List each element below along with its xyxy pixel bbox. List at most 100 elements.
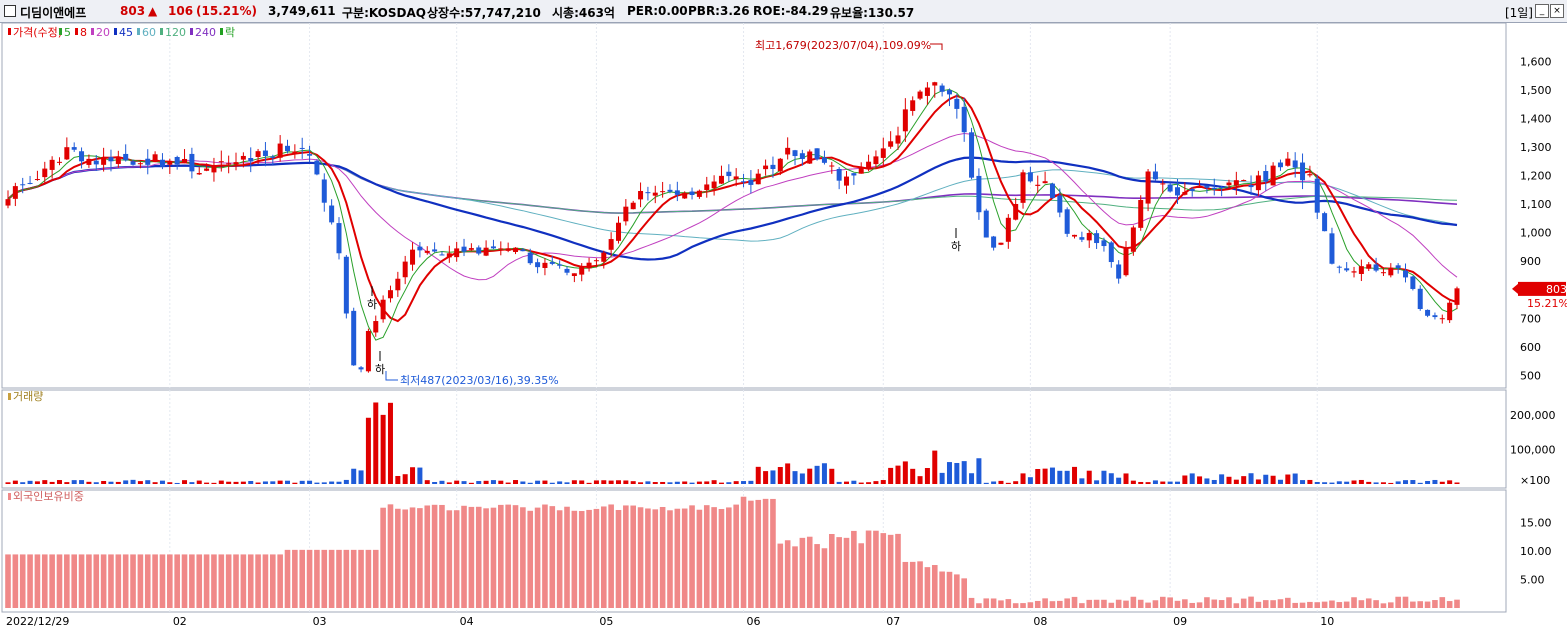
foreign-bar	[792, 546, 798, 608]
candle-body	[285, 145, 291, 152]
volume-bar	[895, 465, 901, 484]
foreign-bar	[203, 554, 210, 608]
candle-body	[880, 148, 886, 158]
volume-bar	[571, 480, 577, 484]
volume-bar	[1035, 468, 1041, 484]
foreign-bar	[939, 571, 945, 608]
candle-body	[814, 148, 820, 160]
candle-body	[910, 100, 916, 111]
all-time-low-note: 최저487(2023/03/16),39.35%	[400, 374, 559, 387]
volume-bar	[424, 480, 430, 484]
foreign-bar	[1093, 599, 1100, 608]
candle-body	[476, 247, 482, 254]
volume-bar	[1138, 481, 1144, 484]
foreign-bar	[954, 574, 960, 608]
foreign-bar	[1189, 602, 1196, 608]
volume-bar	[189, 482, 195, 484]
candle-body	[1152, 171, 1158, 180]
foreign-bar	[1159, 596, 1166, 608]
volume-bar	[1300, 480, 1306, 484]
volume-tick-label: 100,000	[1510, 443, 1556, 456]
volume-bar	[1064, 470, 1070, 484]
volume-legend-swatch	[8, 393, 11, 400]
foreign-bar	[1277, 599, 1284, 608]
volume-bar	[329, 481, 335, 484]
foreign-bar	[1410, 601, 1416, 608]
foreign-bar	[1233, 603, 1240, 608]
candle-body	[1277, 162, 1283, 168]
volume-bar	[763, 471, 769, 484]
candle-body	[307, 154, 313, 156]
legend-label: 가격(수정)	[13, 26, 62, 39]
foreign-bar	[806, 536, 813, 608]
foreign-bar	[299, 549, 306, 608]
foreign-bar	[1380, 603, 1387, 608]
foreign-bar	[1027, 602, 1034, 608]
volume-bar	[1174, 481, 1180, 484]
foreign-legend-swatch	[8, 493, 11, 500]
candle-body	[1027, 172, 1033, 182]
foreign-bar	[1049, 601, 1056, 608]
close-button[interactable]: ×	[1550, 4, 1564, 18]
candle-body	[542, 262, 548, 268]
foreign-bar	[1218, 600, 1225, 608]
candle-body	[652, 192, 658, 196]
foreign-bar	[924, 567, 931, 608]
foreign-bar	[240, 554, 247, 608]
candle-body	[1086, 232, 1092, 241]
candle-body	[888, 141, 894, 147]
foreign-bar	[1446, 601, 1453, 608]
candle-body	[1351, 271, 1357, 273]
volume-bar	[1204, 478, 1210, 484]
volume-tick-label: ×100	[1520, 474, 1550, 487]
candle-body	[571, 273, 577, 277]
volume-bar	[1226, 476, 1232, 484]
volume-bar	[446, 482, 452, 484]
volume-bar	[1167, 481, 1173, 484]
candle-body	[858, 167, 864, 174]
candle-body	[785, 147, 791, 155]
candle-body	[498, 248, 504, 250]
candle-body	[770, 164, 776, 169]
candle-body	[93, 160, 99, 165]
candle-body	[829, 165, 835, 167]
foreign-bar	[1034, 600, 1041, 608]
volume-bar	[1336, 481, 1342, 484]
foreign-bar	[1057, 600, 1063, 608]
period-selector[interactable]: [1일]	[1504, 6, 1533, 20]
candle-body	[321, 179, 327, 203]
candle-body	[939, 85, 945, 92]
candle-body	[689, 191, 695, 196]
foreign-bar	[659, 506, 666, 608]
volume-bar	[211, 482, 217, 484]
volume-bar	[292, 482, 298, 484]
foreign-bar	[851, 530, 857, 608]
legend-swatch	[160, 28, 163, 35]
candle-body	[1248, 185, 1254, 188]
volume-bar	[12, 480, 18, 484]
volume-bar	[1211, 479, 1217, 484]
candle-body	[674, 190, 680, 195]
foreign-bar	[1336, 602, 1343, 608]
volume-bar	[851, 480, 857, 484]
volume-bar	[27, 480, 33, 484]
candle-body	[998, 242, 1004, 245]
candle-body	[1314, 178, 1320, 213]
minimize-button[interactable]: _	[1535, 4, 1549, 18]
candle-body	[1189, 189, 1195, 191]
select-checkbox[interactable]	[4, 5, 16, 17]
candle-body	[1042, 181, 1048, 184]
volume-bar	[1263, 474, 1269, 484]
foreign-bar	[56, 554, 63, 608]
foreign-bar	[902, 561, 909, 608]
candle-body	[1079, 237, 1085, 240]
candle-body	[145, 158, 151, 165]
foreign-bar	[1351, 597, 1357, 608]
candle-body	[490, 246, 496, 249]
ma8-line	[7, 94, 1458, 323]
price-tick-label: 1,200	[1520, 170, 1552, 183]
candle-body	[292, 151, 298, 155]
candle-body	[1410, 276, 1416, 289]
foreign-bar	[740, 496, 747, 608]
candle-body	[866, 161, 872, 169]
